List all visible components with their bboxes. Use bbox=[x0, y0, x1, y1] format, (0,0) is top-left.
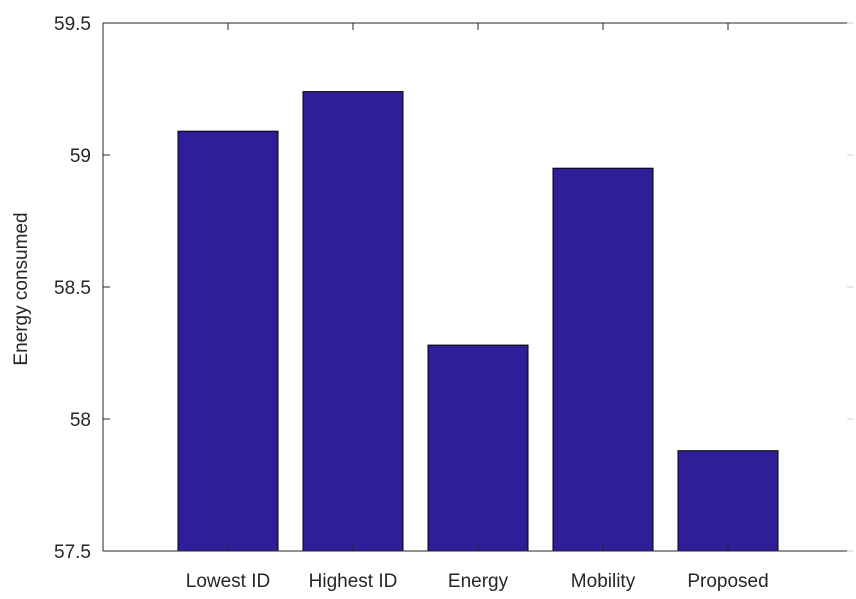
y-axis-label: Energy consumed bbox=[11, 212, 32, 365]
y-tick-label: 59.5 bbox=[54, 14, 91, 35]
bar-highest-id bbox=[302, 91, 404, 552]
axes: 57.5 58 58.5 59 59.5 Lowest ID Highest ID Energ… bbox=[54, 14, 853, 592]
x-tick-label: Energy bbox=[448, 571, 509, 592]
bar-proposed bbox=[677, 450, 779, 552]
y-tick-label: 59 bbox=[70, 146, 91, 167]
y-tick-label: 58.5 bbox=[54, 278, 91, 299]
bar-lowest-id bbox=[177, 130, 279, 552]
x-tick-label: Proposed bbox=[687, 571, 768, 592]
y-tick-label: 58 bbox=[70, 410, 91, 431]
plot-area bbox=[177, 91, 779, 552]
bar-energy bbox=[427, 344, 529, 552]
bar-mobility bbox=[552, 167, 654, 552]
y-tick-label: 57.5 bbox=[54, 542, 91, 563]
x-tick-label: Mobility bbox=[571, 571, 636, 592]
x-tick-label: Lowest ID bbox=[186, 571, 270, 592]
x-tick-label: Highest ID bbox=[309, 571, 398, 592]
